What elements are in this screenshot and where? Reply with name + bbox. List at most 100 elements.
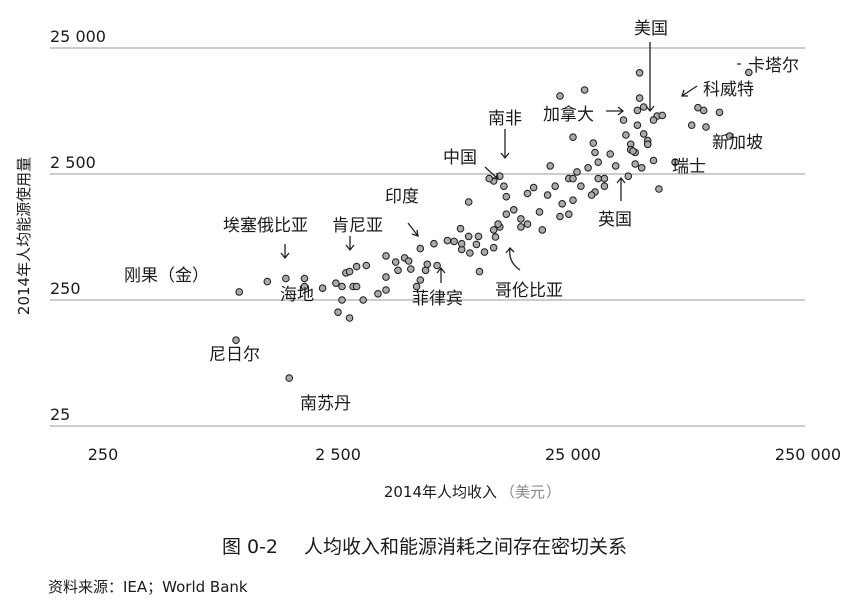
data-point (491, 233, 500, 241)
data-point (457, 239, 466, 248)
data-point (412, 282, 421, 291)
data-point (725, 132, 734, 140)
data-point (556, 212, 564, 221)
x-tick-label: 25 000 (545, 445, 601, 464)
label-philippines: 菲律宾 (412, 289, 463, 309)
label-switzerland: 瑞士 (672, 157, 706, 177)
data-point (569, 174, 577, 183)
figure-title: 人均收入和能源消耗之间存在密切关系 (304, 536, 628, 558)
arrow-uk (616, 176, 626, 201)
data-point (635, 94, 644, 102)
data-point (517, 223, 525, 231)
data-point (362, 261, 371, 270)
data-point (502, 210, 511, 218)
label-china: 中国 (443, 148, 477, 168)
data-point (394, 266, 402, 275)
figure-number: 图 0-2 (221, 536, 279, 558)
data-point (619, 116, 628, 124)
y-tick-label: 250 (50, 279, 81, 298)
arrow-canada (606, 106, 625, 116)
x-tick-label: 2 500 (315, 445, 361, 464)
data-point (594, 174, 603, 183)
x-axis-unit-close: ） (546, 483, 561, 501)
data-point (649, 156, 658, 165)
data-point (629, 147, 637, 155)
data-point (565, 210, 573, 218)
arrow-usa (645, 42, 655, 113)
data-point (580, 86, 589, 94)
data-point (489, 243, 498, 252)
data-point (556, 92, 564, 100)
data-point (352, 262, 361, 271)
data-point (285, 374, 294, 382)
data-point (466, 249, 474, 257)
data-point (510, 206, 518, 214)
data-point (450, 237, 458, 246)
data-point (338, 296, 346, 304)
label-niger: 尼日尔 (209, 345, 260, 365)
x-tick-label: 250 (88, 445, 119, 464)
data-point (631, 160, 640, 168)
data-point (543, 191, 552, 199)
data-point (558, 200, 567, 208)
data-point (464, 198, 473, 206)
data-point (639, 130, 648, 138)
data-point (232, 336, 240, 345)
data-point (600, 182, 609, 190)
data-point (624, 172, 633, 180)
data-point (523, 189, 532, 198)
data-point (235, 288, 243, 296)
data-point (345, 314, 354, 322)
arrow-kenya (345, 236, 355, 252)
data-point (263, 277, 272, 286)
data-point (699, 106, 708, 115)
y-tick-label: 2 500 (50, 153, 96, 172)
label-india: 印度 (385, 187, 419, 207)
figure-caption: 图 0-2 人均收入和能源消耗之间存在密切关系 (0, 532, 849, 559)
data-point (635, 69, 644, 77)
data-point (606, 150, 615, 158)
data-point (745, 68, 753, 77)
data-point (591, 148, 599, 157)
data-point (474, 232, 483, 241)
annotation-arrows (280, 42, 741, 283)
data-point (494, 220, 502, 228)
data-point (464, 232, 473, 241)
data-point (637, 164, 646, 172)
data-point (502, 192, 511, 201)
data-point (352, 282, 361, 291)
data-point (577, 182, 585, 190)
data-point (658, 111, 667, 120)
data-point (480, 248, 489, 256)
data-point (643, 140, 652, 149)
data-point (500, 182, 508, 190)
data-point (633, 106, 642, 115)
data-point (485, 174, 494, 183)
data-points (232, 68, 753, 382)
data-point (475, 267, 484, 276)
scatter-chart: 25 000 2 500 250 25 250 2 500 25 000 250… (15, 19, 841, 501)
data-point (655, 185, 663, 193)
data-point (569, 196, 577, 204)
data-point (538, 226, 547, 234)
data-point (382, 252, 390, 260)
data-point (535, 208, 544, 216)
data-point (318, 284, 327, 293)
data-point (300, 274, 309, 283)
arrow-china (484, 166, 499, 180)
data-point (546, 162, 555, 170)
figure-source: 资料来源：IEA；World Bank (48, 578, 248, 596)
data-point (611, 162, 620, 170)
y-axis-title: 2014年人均能源使用量 (15, 157, 33, 315)
data-point (382, 273, 390, 281)
data-point (671, 158, 679, 166)
data-point (633, 121, 642, 129)
data-point (517, 215, 525, 223)
data-point (443, 236, 452, 245)
data-point (416, 276, 425, 284)
data-point (573, 168, 581, 176)
label-usa: 美国 (634, 19, 668, 39)
x-axis-unit-open: （ (500, 483, 515, 501)
arrow-colombia (505, 247, 521, 271)
data-point (423, 260, 432, 269)
